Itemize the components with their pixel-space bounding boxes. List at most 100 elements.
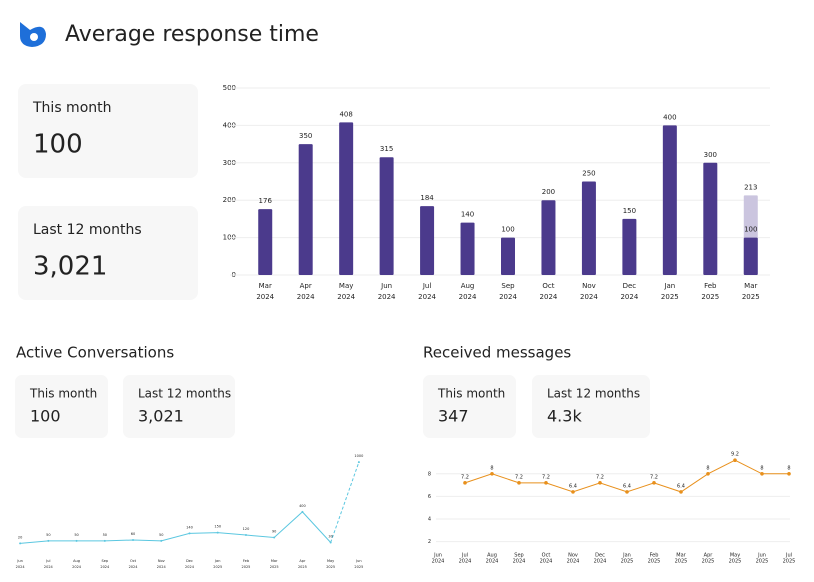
x-tick-label: 2024: [16, 565, 26, 569]
x-tick-label: 2024: [540, 559, 553, 565]
x-tick-label: 2024: [540, 293, 558, 301]
bar-value-label: 408: [339, 110, 352, 118]
bar: [581, 181, 596, 275]
point: [103, 539, 106, 542]
x-tick-label: Aug: [487, 553, 497, 559]
x-tick-label: Feb: [704, 282, 717, 290]
point: [544, 481, 548, 485]
x-tick-label: Jun: [757, 553, 766, 559]
line-series: [330, 461, 360, 543]
point-value-label: 50: [103, 533, 107, 537]
x-tick-label: 2024: [567, 559, 580, 565]
x-tick-label: Jun: [16, 559, 22, 563]
point: [329, 541, 332, 544]
bar: [743, 237, 758, 275]
point: [598, 481, 602, 485]
stat-label: This month: [437, 387, 505, 401]
x-tick-label: 2025: [621, 559, 634, 565]
x-tick-label: Jul: [461, 553, 468, 559]
x-tick-label: Apr: [299, 559, 306, 563]
x-tick-label: 2025: [354, 565, 363, 569]
point: [160, 539, 163, 542]
point-value-label: 7.2: [596, 474, 604, 480]
bar: [541, 200, 556, 275]
bar: [420, 206, 435, 275]
x-tick-label: Oct: [542, 553, 551, 559]
page-title: Average response time: [65, 22, 319, 47]
x-tick-label: Nov: [158, 559, 165, 563]
bar: [258, 209, 273, 275]
bar: [703, 162, 718, 275]
x-tick-label: 2024: [157, 565, 167, 569]
x-tick-label: 2024: [459, 559, 472, 565]
point-value-label: 30: [328, 535, 332, 539]
x-tick-label: Aug: [461, 282, 475, 290]
x-tick-label: Nov: [582, 282, 596, 290]
stat-card: [18, 206, 198, 300]
y-tick-label: 300: [223, 159, 236, 167]
stat-label: Last 12 months: [138, 387, 231, 401]
point-value-label: 50: [159, 533, 163, 537]
y-tick-label: 4: [428, 517, 431, 523]
y-tick-label: 100: [223, 234, 236, 242]
x-tick-label: Oct: [130, 559, 137, 563]
point-value-label: 6.4: [677, 483, 685, 489]
point-value-label: 140: [186, 525, 193, 529]
point: [706, 472, 710, 476]
point: [571, 490, 575, 494]
logo: [20, 22, 46, 47]
section-title: Received messages: [423, 344, 571, 362]
point-value-label: 7.2: [542, 474, 550, 480]
x-tick-label: Jun: [355, 559, 361, 563]
bar: [339, 122, 354, 276]
stat-value: 4.3k: [547, 407, 582, 426]
bar-value-label: 100: [501, 226, 514, 234]
x-tick-label: Jan: [663, 282, 675, 290]
point: [733, 458, 737, 463]
x-tick-label: 2024: [44, 565, 54, 569]
stat-card: [18, 84, 198, 178]
point-value-label: 90: [272, 530, 276, 534]
point-value-label: 9.2: [731, 452, 739, 458]
x-tick-label: 2025: [242, 565, 251, 569]
y-tick-label: 500: [223, 84, 236, 92]
x-tick-label: 2025: [702, 559, 715, 565]
stat-label: Last 12 months: [33, 222, 142, 238]
point-value-label: 60: [131, 532, 135, 536]
x-tick-label: 2024: [499, 293, 517, 301]
x-tick-label: 2024: [620, 293, 638, 301]
x-tick-label: 2024: [129, 565, 139, 569]
x-tick-label: 2024: [486, 559, 499, 565]
x-tick-label: May: [327, 559, 334, 563]
point: [216, 531, 219, 534]
x-tick-label: May: [730, 553, 740, 559]
y-tick-label: 6: [428, 494, 431, 500]
point-value-label: 7.2: [650, 474, 658, 480]
stat-value: 347: [438, 407, 469, 426]
point: [357, 461, 360, 464]
point: [490, 472, 494, 476]
x-tick-label: 2024: [72, 565, 82, 569]
point-value-label: 6.4: [569, 483, 577, 489]
x-tick-label: Apr: [704, 553, 714, 559]
x-tick-label: 2024: [185, 565, 195, 569]
x-tick-label: Mar: [271, 559, 278, 563]
point: [244, 534, 247, 537]
stat-label: This month: [32, 100, 112, 116]
x-tick-label: 2025: [729, 559, 742, 565]
point-value-label: 6.4: [623, 483, 631, 489]
bar-value-label: 300: [704, 151, 717, 159]
point: [652, 481, 656, 485]
x-tick-label: Jun: [380, 282, 392, 290]
stat-card: [532, 375, 650, 438]
stat-label: Last 12 months: [547, 387, 640, 401]
x-tick-label: 2025: [648, 559, 661, 565]
x-tick-label: 2025: [701, 293, 719, 301]
x-tick-label: 2024: [594, 559, 607, 565]
x-tick-label: 2024: [297, 293, 315, 301]
x-tick-label: Jan: [214, 559, 220, 563]
x-tick-label: 2024: [513, 559, 526, 565]
point: [132, 539, 135, 542]
x-tick-label: 2025: [270, 565, 279, 569]
y-tick-label: 8: [428, 471, 431, 477]
